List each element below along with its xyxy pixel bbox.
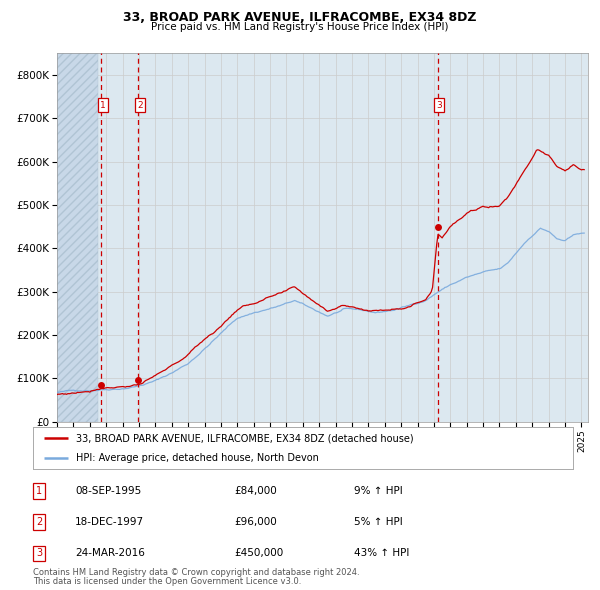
Text: 3: 3 bbox=[36, 549, 42, 558]
Text: 43% ↑ HPI: 43% ↑ HPI bbox=[354, 549, 409, 558]
Text: Price paid vs. HM Land Registry's House Price Index (HPI): Price paid vs. HM Land Registry's House … bbox=[151, 22, 449, 32]
Text: £96,000: £96,000 bbox=[234, 517, 277, 527]
Text: £84,000: £84,000 bbox=[234, 486, 277, 496]
Bar bbox=[57, 53, 98, 422]
Text: This data is licensed under the Open Government Licence v3.0.: This data is licensed under the Open Gov… bbox=[33, 578, 301, 586]
Text: 3: 3 bbox=[436, 101, 442, 110]
Text: HPI: Average price, detached house, North Devon: HPI: Average price, detached house, Nort… bbox=[76, 453, 319, 463]
Text: 5% ↑ HPI: 5% ↑ HPI bbox=[354, 517, 403, 527]
Text: 18-DEC-1997: 18-DEC-1997 bbox=[75, 517, 144, 527]
Text: 2: 2 bbox=[137, 101, 143, 110]
Text: 33, BROAD PARK AVENUE, ILFRACOMBE, EX34 8DZ: 33, BROAD PARK AVENUE, ILFRACOMBE, EX34 … bbox=[123, 11, 477, 24]
Text: £450,000: £450,000 bbox=[234, 549, 283, 558]
Text: 1: 1 bbox=[100, 101, 106, 110]
Text: 24-MAR-2016: 24-MAR-2016 bbox=[75, 549, 145, 558]
Text: Contains HM Land Registry data © Crown copyright and database right 2024.: Contains HM Land Registry data © Crown c… bbox=[33, 568, 359, 577]
Text: 2: 2 bbox=[36, 517, 42, 527]
Text: 08-SEP-1995: 08-SEP-1995 bbox=[75, 486, 141, 496]
Text: 1: 1 bbox=[36, 486, 42, 496]
Text: 9% ↑ HPI: 9% ↑ HPI bbox=[354, 486, 403, 496]
Text: 33, BROAD PARK AVENUE, ILFRACOMBE, EX34 8DZ (detached house): 33, BROAD PARK AVENUE, ILFRACOMBE, EX34 … bbox=[76, 433, 414, 443]
